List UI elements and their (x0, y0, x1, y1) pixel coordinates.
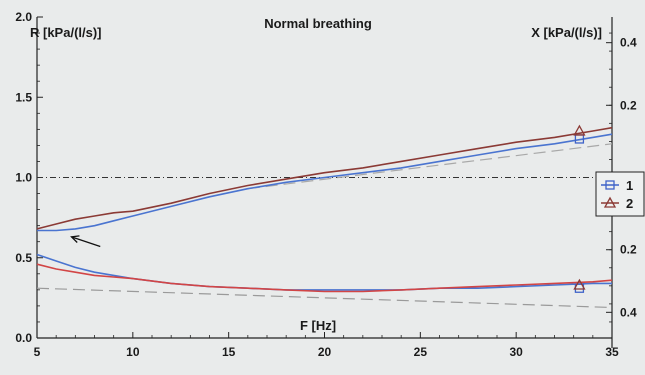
y-left-tick-label: 0.5 (15, 251, 32, 265)
x-tick-label: 25 (414, 345, 428, 359)
x-tick-label: 5 (34, 345, 41, 359)
annotation-arrow-shaft (71, 236, 101, 248)
series-marker-2 (573, 124, 586, 136)
y-left-tick-label: 1.0 (15, 171, 32, 185)
legend-marker-1 (605, 180, 615, 190)
series-line-x-1 (37, 133, 613, 232)
legend-marker-2 (603, 196, 617, 208)
legend-label-2: 2 (626, 196, 633, 211)
y-left-tick-label: 0.0 (15, 331, 32, 345)
y-right-tick-label: 0.4 (620, 36, 637, 50)
y-axis-left-title: R [kPa/(l/s)] (30, 25, 102, 40)
y-left-tick-label: 1.5 (15, 90, 32, 104)
y-right-tick-label: 0.4 (620, 305, 637, 319)
annotation-arrow-head (70, 235, 80, 243)
y-axis-right-title: X [kPa/(l/s)] (531, 25, 602, 40)
legend-label-1: 1 (626, 178, 633, 193)
legend-box (595, 171, 645, 217)
y-left-tick-label: 2.0 (15, 10, 32, 24)
legend: 12 (595, 171, 645, 217)
series-line-x-2 (36, 126, 613, 230)
y-right-tick-label: 0.2 (620, 98, 637, 112)
series-line-r-reference (36, 287, 613, 309)
x-tick-label: 30 (509, 345, 523, 359)
x-axis-title: F [Hz] (300, 318, 336, 333)
series-line-r-2 (36, 263, 613, 293)
chart-title: Normal breathing (264, 16, 372, 31)
x-tick-label: 20 (318, 345, 332, 359)
y-right-tick-label: 0.2 (620, 243, 637, 257)
x-tick-label: 10 (126, 345, 140, 359)
x-tick-label: 35 (605, 345, 619, 359)
x-tick-label: 15 (222, 345, 236, 359)
series-line-x-reference (247, 143, 613, 190)
series-marker-2 (573, 278, 586, 290)
